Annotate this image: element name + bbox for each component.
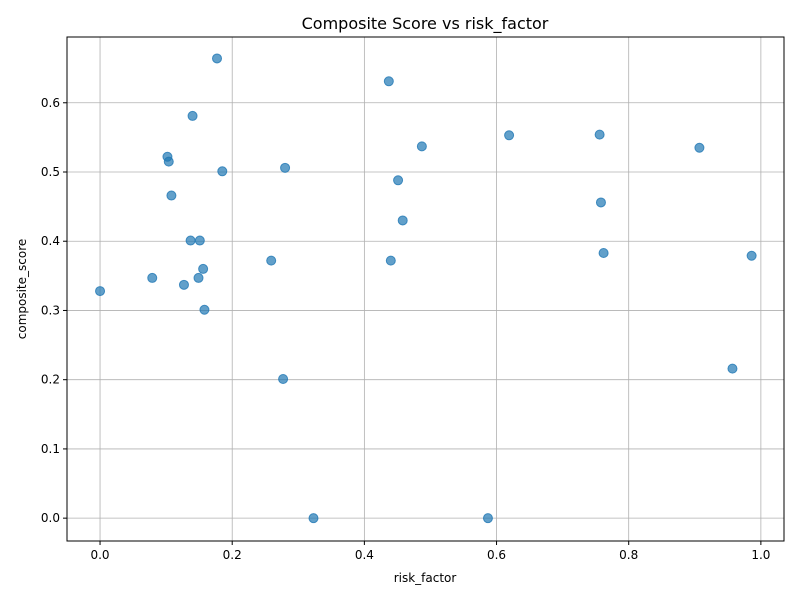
scatter-point [385,255,396,266]
scatter-point [198,263,209,274]
scatter-point [193,272,204,283]
scatter-point [280,162,291,173]
chart-title: Composite Score vs risk_factor [302,14,549,34]
scatter-point [166,190,177,201]
y-ticks: 0.0 0.1 0.2 0.3 0.4 0.5 0.6 [41,96,67,525]
scatter-point [482,513,493,524]
x-axis-label: risk_factor [394,571,457,585]
scatter-point [187,110,198,121]
x-tick-label: 0.8 [619,548,638,562]
x-tick-label: 0.4 [355,548,374,562]
scatter-point [746,250,757,261]
y-tick-label: 0.2 [41,373,60,387]
x-tick-label: 1.0 [751,548,770,562]
scatter-point [416,141,427,152]
scatter-point [278,374,289,384]
x-tick-label: 0.6 [487,548,506,562]
scatter-point [308,513,319,524]
scatter-point [393,175,404,186]
x-tick-label: 0.0 [90,548,109,562]
scatter-point [95,286,106,297]
scatter-point [694,142,705,153]
scatter-point [217,166,228,177]
scatter-point [727,363,738,374]
grid-layer [67,37,784,541]
points-layer [95,53,757,524]
y-axis-label: composite_score [15,239,29,340]
y-tick-label: 0.4 [41,234,60,248]
scatter-point [504,130,515,141]
scatter-point [397,215,408,226]
y-tick-label: 0.1 [41,442,60,456]
y-tick-label: 0.5 [41,165,60,179]
scatter-point [212,53,223,64]
y-tick-label: 0.6 [41,96,60,110]
scatter-point [147,272,158,283]
scatter-point [194,235,205,246]
scatter-point [266,255,277,266]
scatter-point [163,156,174,167]
x-tick-label: 0.2 [223,548,242,562]
y-tick-label: 0.3 [41,303,60,317]
scatter-point [595,197,606,208]
scatter-point [383,76,394,87]
scatter-point [598,248,609,258]
plot-frame [66,36,785,542]
scatter-point [594,129,605,140]
scatter-point [178,279,189,290]
x-ticks: 0.0 0.2 0.4 0.6 0.8 1.0 [90,541,770,562]
y-tick-label: 0.0 [41,511,60,525]
scatter-point [185,235,196,246]
scatter-point [199,304,210,315]
